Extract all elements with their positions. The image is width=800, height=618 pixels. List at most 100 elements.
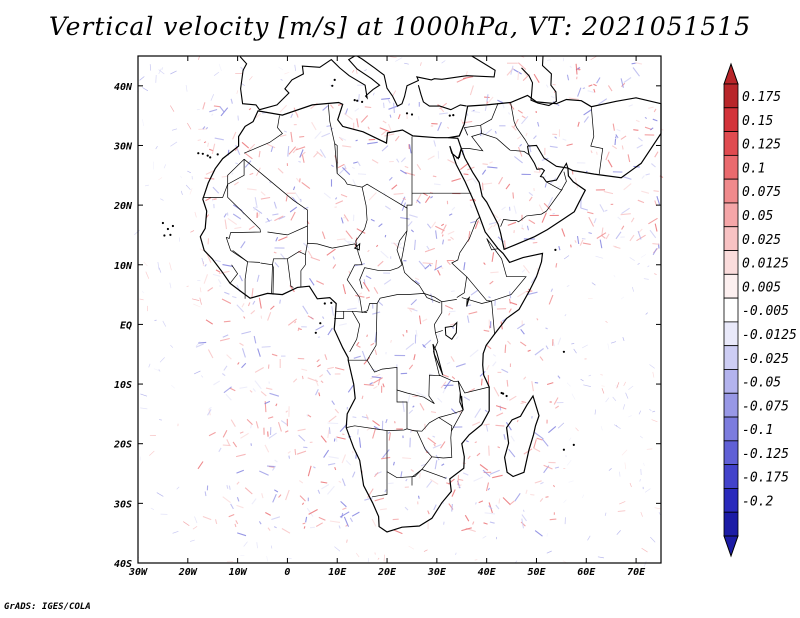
- island-dot: [554, 248, 557, 251]
- country-border: [486, 238, 527, 335]
- island-dot: [572, 443, 575, 446]
- grads-credit: GrADS: IGES/COLA: [4, 602, 91, 612]
- lake-outline: [457, 381, 464, 411]
- colorbar-label: -0.175: [742, 471, 789, 486]
- country-border: [450, 395, 464, 432]
- colorbar-swatch: [723, 202, 739, 228]
- island-dot: [353, 99, 356, 102]
- island-dot: [330, 301, 333, 304]
- lon-tick-label: 0: [284, 567, 290, 578]
- country-border: [271, 251, 306, 295]
- colorbar-swatch: [723, 511, 739, 537]
- island-dot: [314, 331, 317, 334]
- colorbar-label: 0.15: [742, 114, 773, 129]
- colorbar-label: -0.005: [742, 304, 789, 319]
- madagascar-coastline: [503, 394, 540, 478]
- country-border: [287, 258, 294, 288]
- colorbar-swatch: [723, 345, 739, 370]
- colorbar-swatch: [723, 297, 739, 323]
- country-border: [225, 237, 261, 263]
- lon-tick-label: 30W: [128, 567, 148, 578]
- lat-tick-label: 40N: [114, 82, 133, 93]
- colorbar-label: 0.005: [742, 280, 781, 295]
- colorbar: 0.175 0.15 0.125 0.1 0.075 0.05 0.025 0.0125 0.0…: [723, 62, 797, 558]
- lon-tick-label: 10W: [229, 567, 248, 578]
- country-border: [411, 469, 447, 486]
- colorbar-swatch: [723, 369, 739, 394]
- island-dot: [500, 391, 503, 395]
- colorbar-bottom-arrow: [723, 535, 739, 558]
- island-dot: [333, 78, 336, 81]
- colorbar-label: 0.0125: [742, 257, 789, 272]
- colorbar-label: 0.025: [742, 233, 781, 248]
- country-border: [260, 262, 274, 295]
- map-frame: [137, 55, 662, 564]
- island-dot: [209, 156, 212, 159]
- country-border: [335, 310, 368, 313]
- country-border: [346, 425, 408, 431]
- country-border: [396, 374, 463, 432]
- lon-tick-label: 20W: [178, 567, 198, 578]
- arabia-coastline: [448, 94, 662, 251]
- country-border: [305, 242, 358, 255]
- island-dot: [562, 350, 566, 353]
- latitude-axis: 40N 30N 20N 10N EQ 10S 20S 30S 40S: [113, 82, 661, 570]
- colorbar-swatch: [723, 107, 739, 132]
- colorbar-top-arrow: [723, 62, 739, 85]
- island-dot: [216, 153, 219, 156]
- country-border: [348, 359, 398, 390]
- colorbar-swatch: [723, 392, 739, 418]
- colorbar-swatch: [723, 178, 739, 204]
- island-dot: [405, 112, 409, 115]
- lon-tick-label: 50E: [527, 567, 546, 578]
- caspian-coastline: [521, 55, 557, 107]
- colorbar-swatch: [723, 83, 739, 109]
- colorbar-label: 0.05: [742, 209, 773, 224]
- longitude-axis: 30W 20W 10W 0 10E 20E 30E 40E 50E 60E 70E: [128, 56, 646, 578]
- colorbar-swatch: [723, 488, 739, 513]
- colorbar-swatch: [723, 464, 739, 489]
- island-dot: [163, 234, 166, 237]
- country-border: [366, 303, 378, 361]
- colorbar-label: -0.075: [742, 399, 789, 414]
- country-border: [327, 104, 457, 313]
- colorbar-label: -0.0125: [742, 328, 797, 343]
- lat-tick-label: EQ: [120, 320, 132, 331]
- lat-tick-label: 20N: [113, 201, 133, 212]
- country-border: [451, 216, 480, 298]
- country-borders-layer: [202, 102, 604, 498]
- island-dot: [452, 114, 455, 117]
- lat-tick-label: 40S: [114, 559, 132, 570]
- island-dot: [410, 113, 414, 116]
- country-border: [590, 106, 604, 175]
- colorbar-label: -0.2: [742, 495, 773, 510]
- colorbar-swatch: [723, 416, 739, 442]
- lake-outline: [444, 321, 458, 340]
- country-border: [461, 125, 484, 152]
- country-border: [349, 311, 361, 352]
- lon-tick-label: 40E: [478, 567, 497, 578]
- colorbar-swatch: [723, 273, 739, 299]
- country-border: [372, 471, 388, 498]
- colorbar-swatch: [723, 154, 739, 180]
- island-dot: [161, 221, 164, 225]
- country-border: [243, 115, 283, 154]
- island-dot: [319, 322, 322, 325]
- island-dot: [356, 99, 359, 102]
- colorbar-label: 0.175: [742, 90, 781, 105]
- lon-tick-label: 20E: [377, 567, 397, 578]
- lat-tick-label: 30N: [113, 141, 133, 152]
- island-dot: [166, 227, 169, 231]
- colorbar-label: -0.025: [742, 352, 789, 367]
- country-border: [413, 417, 453, 459]
- country-border: [500, 188, 563, 227]
- island-dot: [169, 233, 172, 236]
- colorbar-label: 0.1: [742, 162, 765, 177]
- velocity-field-layer: [134, 55, 664, 567]
- island-dot: [448, 114, 451, 117]
- island-dot: [206, 154, 209, 157]
- colorbar-label: -0.05: [742, 376, 781, 391]
- europe-coastline: [239, 55, 496, 111]
- country-border: [401, 230, 441, 304]
- lon-tick-label: 10E: [328, 567, 347, 578]
